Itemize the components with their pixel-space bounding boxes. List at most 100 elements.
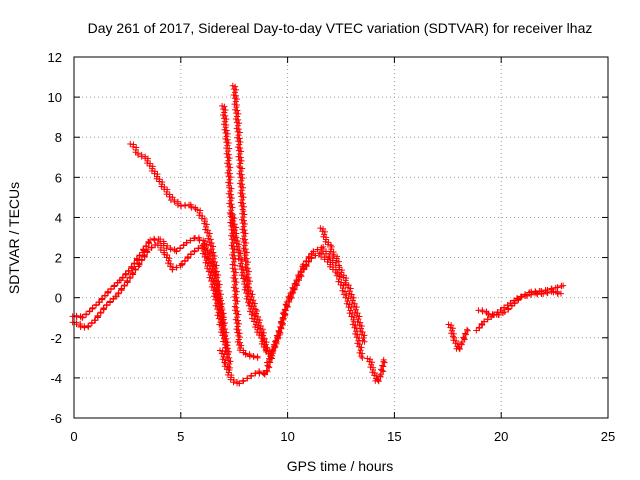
- data-point: [167, 263, 174, 270]
- data-point: [206, 274, 213, 281]
- data-point: [319, 228, 326, 235]
- data-point: [225, 157, 232, 164]
- data-point: [239, 190, 246, 197]
- data-point: [215, 284, 222, 291]
- data-point: [220, 316, 227, 323]
- data-point: [459, 339, 466, 346]
- data-point: [489, 312, 496, 319]
- data-points: [69, 82, 567, 387]
- data-point: [344, 298, 351, 305]
- data-point: [267, 359, 274, 366]
- data-point: [233, 86, 240, 93]
- data-point: [201, 220, 208, 227]
- data-point: [223, 341, 230, 348]
- data-point: [232, 291, 239, 298]
- data-point: [107, 285, 114, 292]
- data-point: [345, 295, 352, 302]
- data-point: [212, 265, 219, 272]
- data-point: [228, 201, 235, 208]
- data-point: [464, 326, 471, 333]
- data-point: [481, 318, 488, 325]
- data-point: [89, 304, 96, 311]
- grid-lines: [74, 57, 608, 418]
- data-point: [246, 296, 253, 303]
- data-point: [223, 133, 230, 140]
- data-point: [305, 258, 312, 265]
- data-point: [544, 286, 551, 293]
- data-point: [191, 235, 198, 242]
- data-point: [187, 250, 194, 257]
- data-point: [234, 308, 241, 315]
- data-point: [293, 281, 300, 288]
- data-point: [235, 110, 242, 117]
- data-point: [238, 187, 245, 194]
- y-tick-label: 8: [55, 130, 62, 145]
- data-point: [223, 366, 230, 373]
- data-point: [354, 310, 361, 317]
- data-point: [445, 321, 452, 328]
- data-point: [554, 284, 561, 291]
- data-point: [201, 240, 208, 247]
- data-point: [505, 305, 512, 312]
- series-arc-12: [445, 321, 471, 353]
- x-tick-label: 0: [70, 429, 77, 444]
- data-point: [261, 371, 268, 378]
- data-point: [210, 278, 217, 285]
- data-point: [244, 287, 251, 294]
- data-point: [146, 162, 153, 169]
- data-point: [353, 328, 360, 335]
- data-point: [464, 327, 471, 334]
- data-point: [203, 221, 210, 228]
- y-tick-label: -6: [50, 411, 62, 426]
- data-point: [125, 267, 132, 274]
- data-point: [345, 282, 352, 289]
- data-point: [227, 358, 234, 365]
- data-point: [234, 314, 241, 321]
- data-point: [298, 269, 305, 276]
- data-point: [285, 297, 292, 304]
- data-point: [132, 266, 139, 273]
- data-point: [184, 253, 191, 260]
- data-point: [205, 235, 212, 242]
- data-point: [357, 319, 364, 326]
- data-point: [248, 293, 255, 300]
- data-point: [354, 325, 361, 332]
- data-point: [460, 335, 467, 342]
- data-point: [219, 313, 226, 320]
- data-point: [278, 318, 285, 325]
- data-point: [88, 319, 95, 326]
- data-point: [375, 377, 382, 384]
- data-point: [216, 281, 223, 288]
- data-point: [225, 167, 232, 174]
- series-arc-11: [364, 355, 388, 385]
- data-point: [248, 372, 255, 379]
- data-point: [349, 310, 356, 317]
- data-point: [240, 200, 247, 207]
- data-point: [235, 132, 242, 139]
- data-point: [228, 191, 235, 198]
- data-point: [104, 288, 111, 295]
- data-point: [130, 143, 137, 150]
- data-point: [241, 221, 248, 228]
- data-point: [216, 287, 223, 294]
- data-point: [103, 301, 110, 308]
- data-point: [91, 317, 98, 324]
- data-point: [224, 136, 231, 143]
- data-point: [212, 259, 219, 266]
- data-point: [447, 324, 454, 331]
- y-tick-label: 6: [55, 170, 62, 185]
- x-tick-label: 20: [494, 429, 508, 444]
- data-point: [221, 109, 228, 116]
- data-point: [243, 255, 250, 262]
- data-point: [287, 293, 294, 300]
- data-point: [354, 331, 361, 338]
- data-point: [231, 215, 238, 222]
- data-point: [380, 356, 387, 363]
- data-point: [97, 309, 104, 316]
- data-point: [227, 174, 234, 181]
- data-point: [260, 344, 267, 351]
- data-point: [211, 253, 218, 260]
- data-point: [243, 261, 250, 268]
- data-point: [334, 270, 341, 277]
- data-point: [239, 175, 246, 182]
